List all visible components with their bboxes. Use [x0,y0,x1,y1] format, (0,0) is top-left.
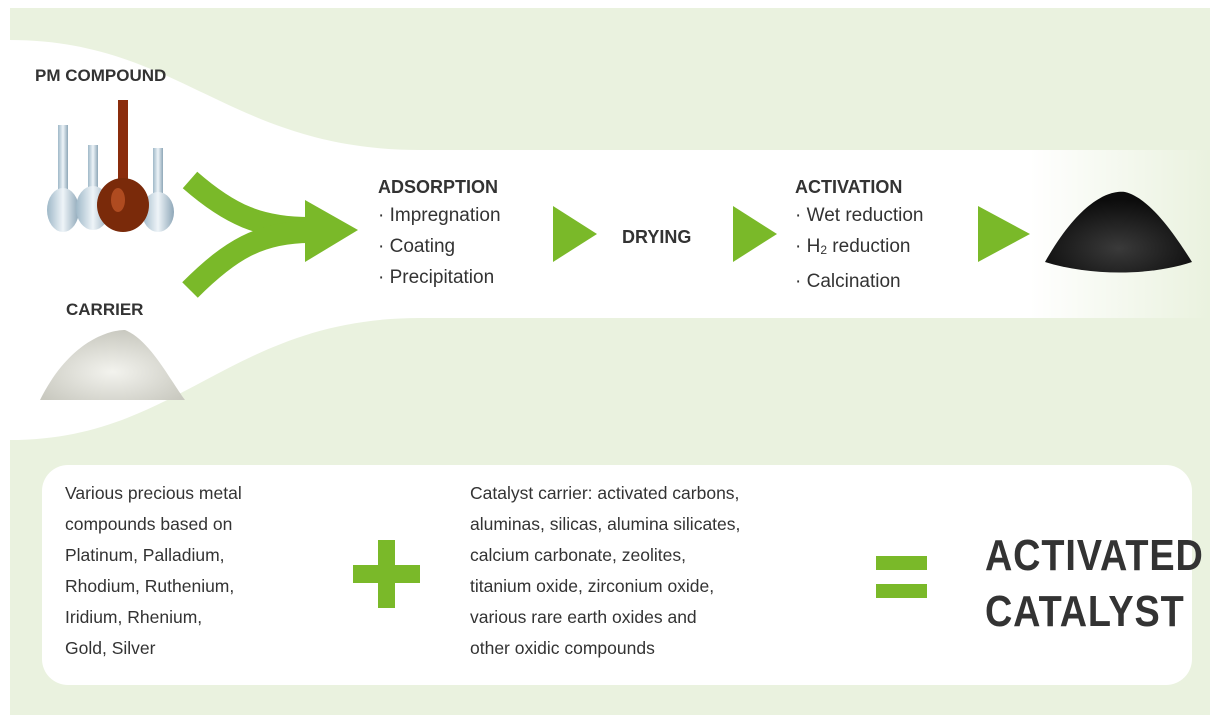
text-line: other oxidic compounds [470,633,740,664]
step-item: · Precipitation [378,262,501,293]
step-item: · Wet reduction [795,200,923,231]
subscript: 2 [820,243,827,257]
text-line: titanium oxide, zirconium oxide, [470,571,740,602]
step-item: · Coating [378,231,501,262]
text-line: calcium carbonate, zeolites, [470,540,740,571]
input-label: CARRIER [66,300,143,320]
carriers-text: Catalyst carrier: activated carbons,alum… [470,478,740,664]
equals-sign [876,556,927,570]
item-text: · Calcination [795,271,901,292]
step-item: · H2 reduction [795,231,923,266]
text-line: compounds based on [65,509,242,540]
text-line: aluminas, silicas, alumina silicates, [470,509,740,540]
diagram: PM COMPOUND CARRIER ADSORPTION · Impregn… [0,0,1219,723]
step-items: · Wet reduction · H2 reduction · Calcinati… [795,200,923,297]
item-text: · Coating [378,236,455,257]
text-line: Iridium, Rhenium, [65,602,242,633]
text-line: CATALYST [985,584,1204,640]
input-label: PM COMPOUND [35,66,166,86]
text-line: Platinum, Palladium, [65,540,242,571]
step-item: · Impregnation [378,200,501,231]
step-title: ACTIVATION [795,177,902,198]
item-text: reduction [827,236,910,257]
text-line: Gold, Silver [65,633,242,664]
step-item: · Calcination [795,266,923,297]
text-line: ACTIVATED [985,528,1204,584]
item-text: · Precipitation [378,267,494,288]
step-items: · Impregnation · Coating · Precipitation [378,200,501,293]
step-title: ADSORPTION [378,177,498,198]
text-line: Catalyst carrier: activated carbons, [470,478,740,509]
item-text: · Wet reduction [795,205,923,226]
text-line: Rhodium, Ruthenium, [65,571,242,602]
item-text: · Impregnation [378,205,501,226]
item-text: · H [795,236,820,257]
text-line: various rare earth oxides and [470,602,740,633]
step-title: DRYING [622,227,691,248]
text-line: Various precious metal [65,478,242,509]
plus-sign [353,565,420,583]
equals-sign [876,584,927,598]
